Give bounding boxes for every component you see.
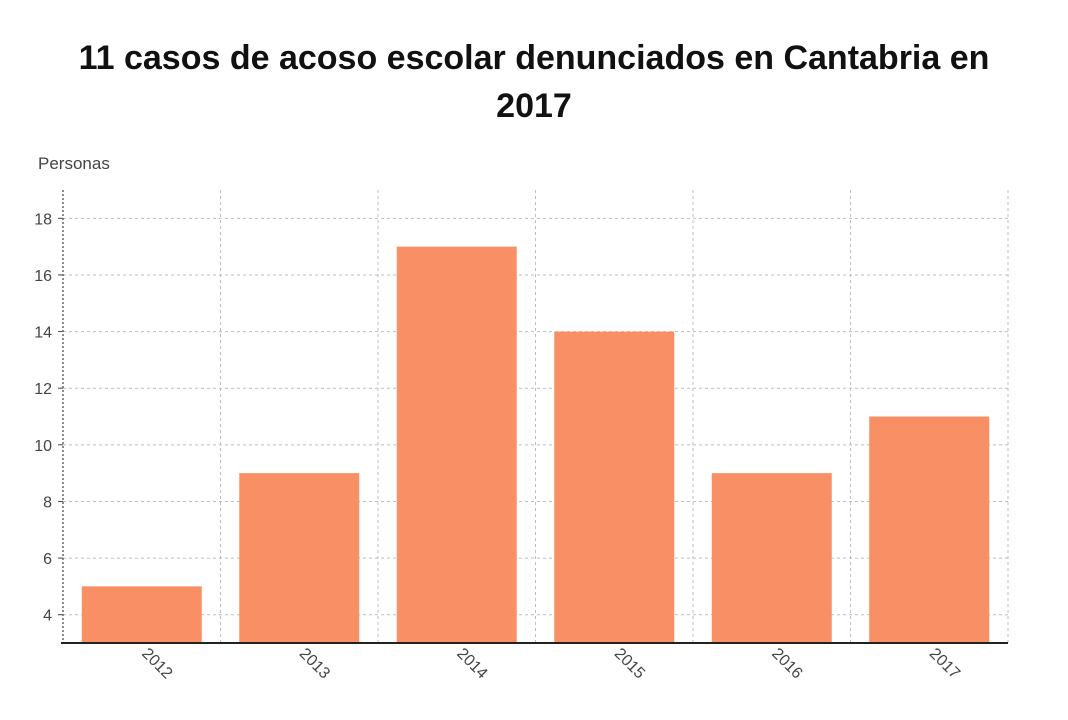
y-axis-label: Personas [38, 154, 110, 173]
y-tick-label: 10 [34, 438, 52, 455]
y-tick-label: 18 [34, 211, 52, 228]
y-tick-label: 4 [43, 608, 52, 625]
grid-lines [63, 190, 1009, 643]
bars [81, 246, 990, 643]
bar-2015 [554, 331, 675, 643]
y-tick-label: 6 [43, 551, 52, 568]
x-tick-label: 2014 [453, 645, 490, 682]
chart-title: 11 casos de acoso escolar denunciados en… [78, 39, 990, 125]
bar-2016 [711, 473, 832, 643]
bar-2014 [396, 246, 517, 643]
y-tick-label: 16 [34, 268, 52, 285]
y-tick-label: 14 [34, 325, 52, 342]
x-tick-label: 2013 [296, 645, 333, 682]
y-tick-label: 8 [43, 494, 52, 511]
bar-2017 [869, 416, 990, 643]
x-tick-label: 2017 [926, 645, 963, 682]
x-tick-label: 2012 [138, 645, 175, 682]
x-tick-label: 2016 [768, 645, 805, 682]
bar-2013 [239, 473, 360, 643]
axes [58, 190, 1008, 644]
x-tick-label: 2015 [611, 645, 648, 682]
y-tick-label: 12 [34, 381, 52, 398]
bar-2012 [81, 586, 202, 643]
